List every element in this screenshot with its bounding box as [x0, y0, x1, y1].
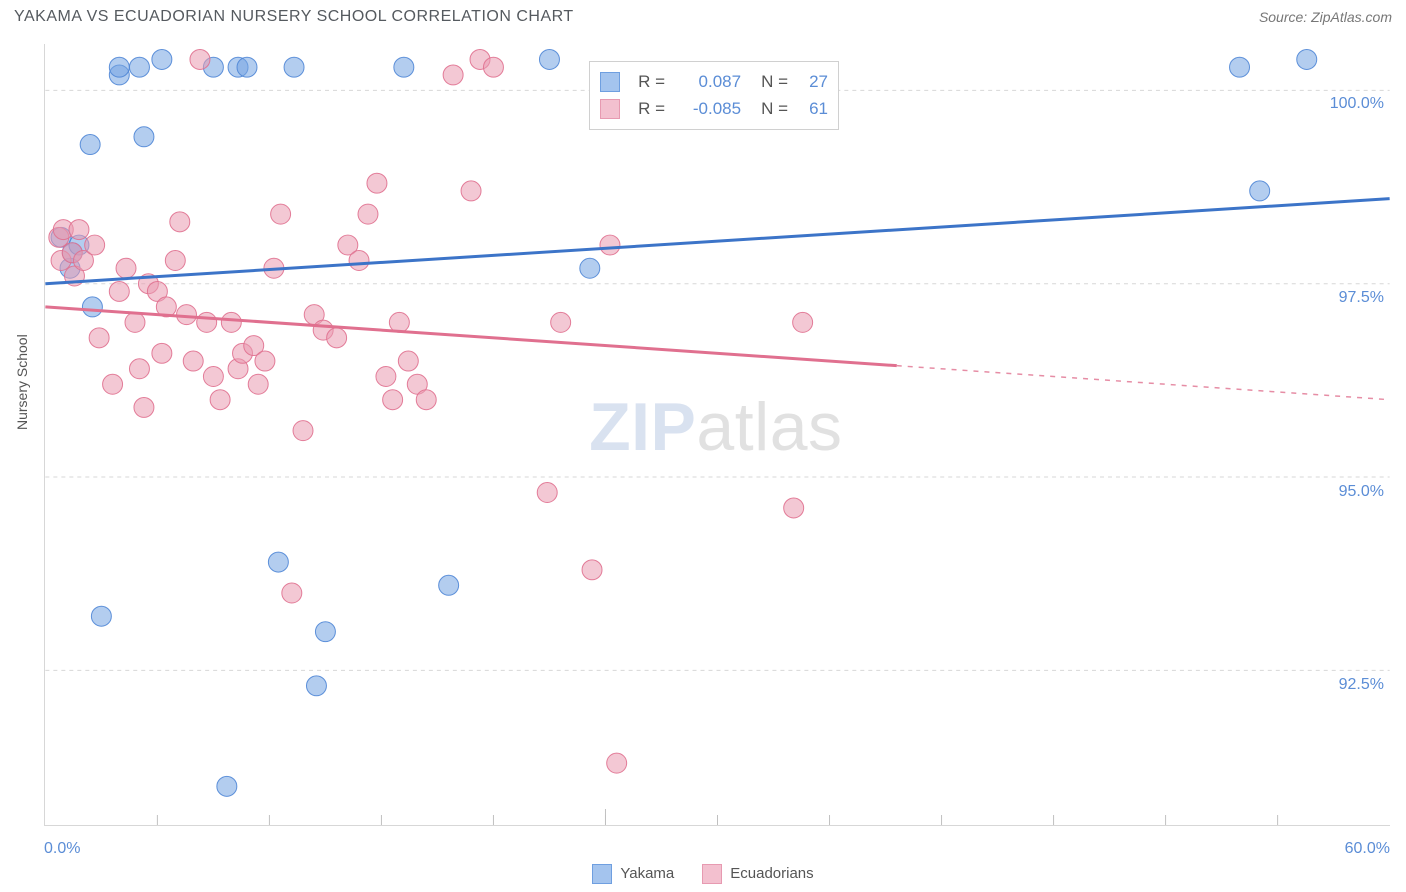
series-swatch: [702, 864, 722, 884]
x-tick-label: 60.0%: [1345, 840, 1390, 858]
legend-item: Ecuadorians: [702, 864, 813, 884]
chart-area: R =0.087N =27R =-0.085N =61 ZIPatlas 92.…: [44, 44, 1390, 826]
x-tick-labels: 0.0%60.0%: [44, 44, 1390, 826]
chart-title: YAKAMA VS ECUADORIAN NURSERY SCHOOL CORR…: [14, 8, 574, 26]
source-attribution: Source: ZipAtlas.com: [1259, 9, 1392, 25]
legend-item: Yakama: [592, 864, 674, 884]
series-legend: Yakama Ecuadorians: [0, 864, 1406, 884]
series-swatch: [592, 864, 612, 884]
y-axis-label: Nursery School: [14, 334, 30, 430]
x-tick-label: 0.0%: [44, 840, 80, 858]
